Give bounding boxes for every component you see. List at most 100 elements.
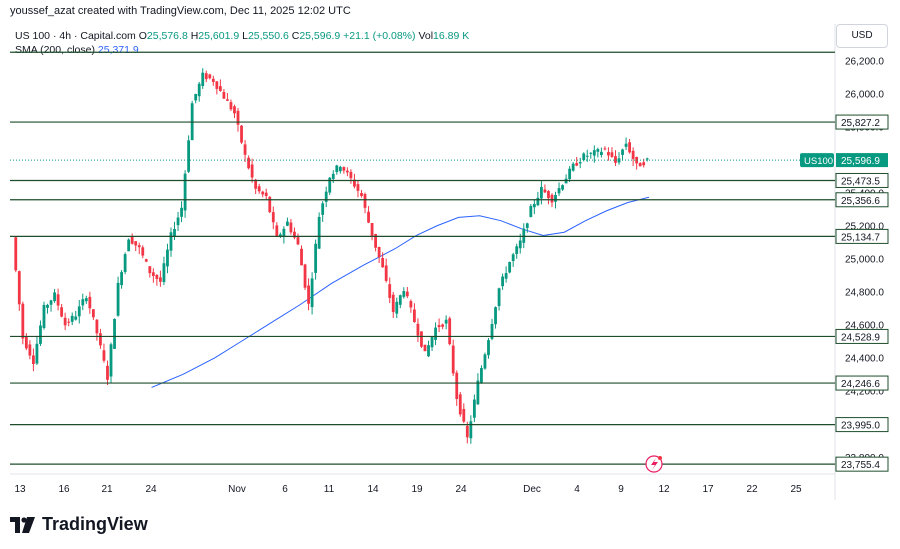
candle-body <box>571 163 575 171</box>
candle-body <box>423 344 427 352</box>
candle-body <box>77 306 81 317</box>
ohlc-legend-row: US 100 · 4h · Capital.com O25,576.8 H25,… <box>15 29 469 43</box>
candle-body <box>554 194 557 202</box>
candle-body <box>540 187 543 199</box>
candle-body <box>24 336 28 349</box>
candle-body <box>575 163 579 166</box>
candle-body <box>628 142 631 153</box>
candle-body <box>303 264 307 288</box>
x-tick-label: 19 <box>411 484 423 495</box>
volume-label: Vol <box>418 30 434 42</box>
candle-body <box>349 171 353 179</box>
candle-body <box>169 232 173 251</box>
candle-body <box>162 263 166 283</box>
candle-body <box>557 188 561 194</box>
candle-body <box>173 228 176 236</box>
level-label-text: 23,755.4 <box>841 460 880 471</box>
symbol-label[interactable]: US 100 · 4h · Capital.com <box>15 30 136 42</box>
candle-body <box>395 301 399 314</box>
candle-body <box>328 177 332 193</box>
level-label-box <box>835 456 889 472</box>
sma-200-line <box>151 196 650 388</box>
candle-body <box>310 278 314 308</box>
level-price-label: 23,995.0 <box>835 417 889 433</box>
chart-attribution: youssef_azat created with TradingView.co… <box>10 5 351 17</box>
currency-button[interactable]: USD <box>836 24 888 48</box>
low-label: L <box>242 30 248 42</box>
candle-body <box>74 316 78 320</box>
y-tick-label: 26,200.0 <box>845 57 884 68</box>
candle-body <box>187 140 191 172</box>
level-price-label: 23,755.4 <box>835 456 889 472</box>
candle-body <box>307 285 310 304</box>
candle-body <box>56 294 60 306</box>
candle-body <box>525 223 529 228</box>
x-tick-label: 24 <box>145 484 157 495</box>
candle-body <box>487 340 490 356</box>
y-tick-label: 24,800.0 <box>845 288 884 299</box>
candle-body <box>568 168 572 179</box>
level-price-label: 25,473.5 <box>835 172 889 188</box>
candle-body <box>226 99 229 101</box>
sma-legend-row[interactable]: SMA (200, close) 25,371.9 <box>15 43 469 57</box>
x-tick-label: 4 <box>574 484 580 495</box>
candle-body <box>458 394 462 415</box>
close-label: C <box>291 30 300 42</box>
candle-body <box>420 331 423 347</box>
candle-body <box>603 148 607 150</box>
candle-body <box>635 156 639 164</box>
level-label-text: 23,995.0 <box>841 421 880 432</box>
candle-body <box>84 298 88 302</box>
candle-body <box>631 150 635 160</box>
candle-body <box>607 152 610 156</box>
y-tick-label: 24,600.0 <box>845 321 884 332</box>
candle-body <box>314 243 318 273</box>
candle-body <box>638 163 642 167</box>
y-tick-label: 25,000.0 <box>845 255 884 266</box>
candle-body <box>437 325 441 328</box>
candle-body <box>247 157 250 169</box>
candle-body <box>405 291 409 297</box>
candle-body <box>300 248 303 266</box>
candle-body <box>585 155 589 157</box>
level-label-text: 25,473.5 <box>841 176 880 187</box>
chart-legend: US 100 · 4h · Capital.com O25,576.8 H25,… <box>15 29 469 57</box>
candle-body <box>268 196 272 213</box>
candle-body <box>116 282 120 316</box>
candle-body <box>233 106 236 114</box>
candle-body <box>159 277 162 282</box>
candle-body <box>398 295 402 305</box>
x-tick-label: 16 <box>58 484 70 495</box>
candle-body <box>621 149 624 155</box>
candle-body <box>592 150 596 156</box>
candle-body <box>257 186 261 192</box>
x-tick-label: 9 <box>618 484 624 495</box>
candle-body <box>480 368 483 383</box>
candle-body <box>236 110 240 125</box>
candle-body <box>610 152 614 157</box>
level-label-text: 24,528.9 <box>841 332 880 343</box>
candle-body <box>67 321 71 323</box>
candle-body <box>282 228 286 237</box>
candle-body <box>278 234 282 237</box>
candle-body <box>582 153 586 161</box>
candle-body <box>180 207 183 217</box>
candle-body <box>345 170 349 173</box>
level-label-box <box>835 192 889 208</box>
candle-body <box>204 73 208 80</box>
candle-body <box>271 212 275 223</box>
tradingview-wordmark: TradingView <box>42 514 148 534</box>
flash-alert-icon[interactable] <box>645 455 663 473</box>
candle-body <box>642 162 646 166</box>
candle-body <box>148 266 152 274</box>
candle-body <box>49 300 53 305</box>
tradingview-logo[interactable]: TradingView <box>10 514 148 535</box>
x-tick-label: Dec <box>523 484 541 495</box>
candle-body <box>293 231 296 238</box>
candle-body <box>127 239 131 252</box>
x-tick-label: Nov <box>228 484 246 495</box>
candle-body <box>441 324 445 327</box>
candle-body <box>402 291 406 297</box>
candle-body <box>427 345 430 357</box>
